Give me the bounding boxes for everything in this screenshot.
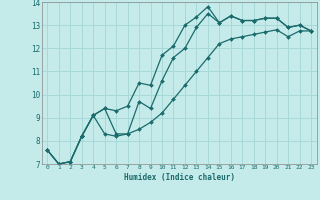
X-axis label: Humidex (Indice chaleur): Humidex (Indice chaleur) [124, 173, 235, 182]
